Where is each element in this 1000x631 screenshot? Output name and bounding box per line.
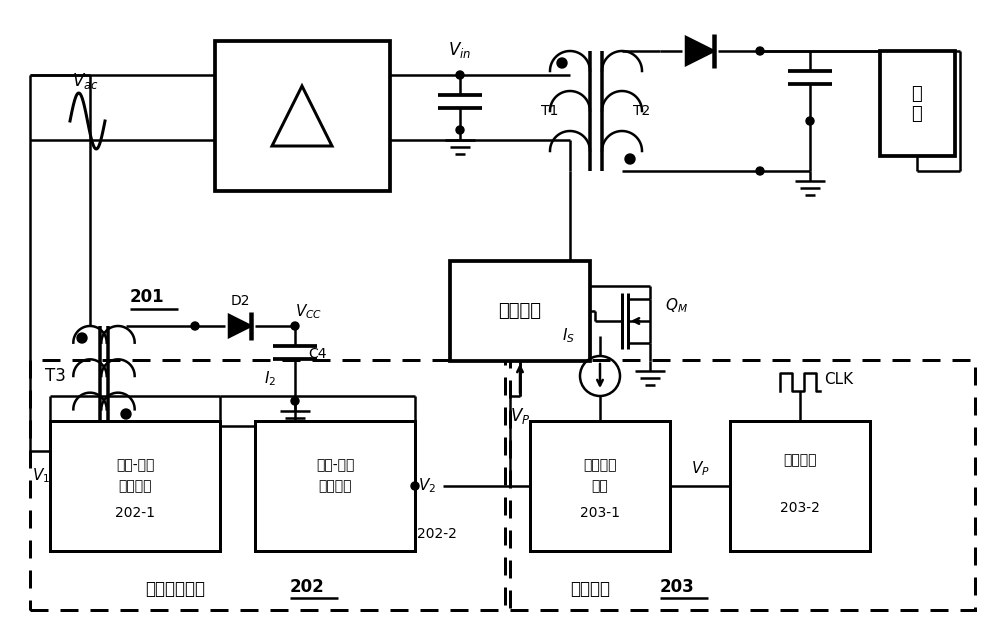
Circle shape [121,409,131,419]
Circle shape [756,167,764,175]
Text: 放电电路: 放电电路 [783,453,817,467]
Text: $V_2$: $V_2$ [418,476,436,495]
Circle shape [756,47,764,55]
Text: 202-2: 202-2 [417,527,457,541]
Bar [50,421,220,551]
Bar [530,421,670,551]
Text: 电压转换电路: 电压转换电路 [145,580,205,598]
Circle shape [191,322,199,330]
Text: 保持电路: 保持电路 [570,580,610,598]
Bar [450,261,590,361]
Bar [510,360,975,610]
Text: $V_{in}$: $V_{in}$ [448,40,472,60]
Text: 201: 201 [130,288,165,306]
Text: 202-1: 202-1 [115,506,155,520]
Circle shape [625,154,635,164]
Text: $V_{ac}$: $V_{ac}$ [72,71,98,91]
Text: 203-2: 203-2 [780,501,820,515]
Text: 充电控制: 充电控制 [583,458,617,472]
Text: $Q_M$: $Q_M$ [665,297,688,316]
Text: PWM: PWM [558,285,592,299]
Text: $V_1$: $V_1$ [32,467,50,485]
Bar [730,421,870,551]
Circle shape [291,397,299,405]
Polygon shape [272,86,332,146]
Text: T3: T3 [45,367,65,385]
Text: 203-1: 203-1 [580,506,620,520]
Text: 电压-电流: 电压-电流 [116,458,154,472]
Text: CLK: CLK [824,372,853,387]
Text: C4: C4 [308,347,326,361]
Circle shape [291,322,299,330]
Circle shape [456,126,464,134]
Polygon shape [229,315,251,337]
Circle shape [806,117,814,125]
Text: $V_{CC}$: $V_{CC}$ [295,302,322,321]
Text: 控制电路: 控制电路 [498,302,542,320]
Text: 转换电路: 转换电路 [318,479,352,493]
Polygon shape [686,37,714,65]
Text: 负
载: 负 载 [912,85,922,124]
Text: 203: 203 [660,578,695,596]
Circle shape [557,58,567,68]
Text: 202: 202 [290,578,325,596]
Circle shape [77,333,87,343]
Bar [255,421,415,551]
Text: 电流-电压: 电流-电压 [316,458,354,472]
Text: 转换电路: 转换电路 [118,479,152,493]
Text: $I_2$: $I_2$ [264,369,276,388]
Text: D2: D2 [230,294,250,308]
Circle shape [456,71,464,79]
Text: 电路: 电路 [592,479,608,493]
Text: $V_P$: $V_P$ [691,459,709,478]
Circle shape [411,482,419,490]
Bar [880,51,955,156]
Bar [30,360,505,610]
Text: T2: T2 [633,104,651,118]
Text: $I_S$: $I_S$ [562,327,575,345]
Text: $V_P$: $V_P$ [510,406,530,426]
Bar [215,41,390,191]
Text: T1: T1 [541,104,559,118]
